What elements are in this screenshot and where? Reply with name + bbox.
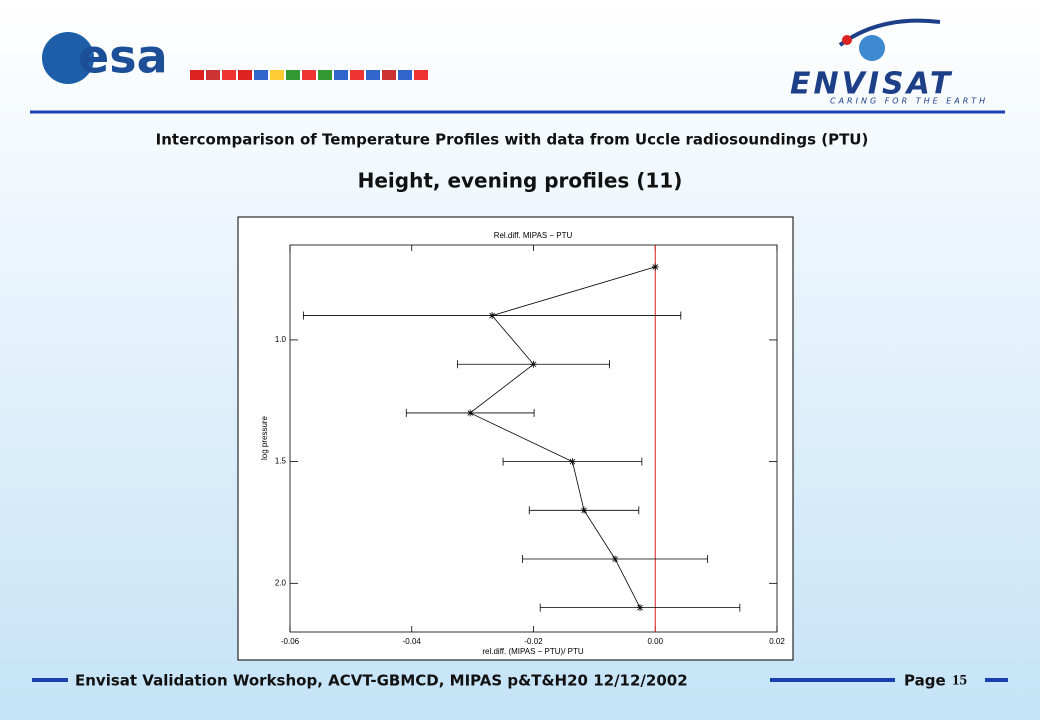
esa-logo: esa [42,30,428,84]
x-tick-label: 0.02 [769,637,785,646]
page-number: 15 [952,672,967,688]
chart-title: Rel.diff. MIPAS − PTU [494,231,573,240]
point-stroke [467,410,473,416]
logo-globe [859,35,885,61]
point [611,555,619,563]
y-axis-label: log pressure [260,415,269,460]
logo-tagline: CARING FOR THE EARTH [830,97,988,106]
point-stroke [612,556,618,562]
logo-dot [842,35,852,45]
point-stroke [581,507,587,514]
point [488,312,496,320]
point [580,506,588,514]
x-tick-label: 0.00 [647,637,663,646]
x-tick-label: -0.02 [524,637,543,646]
chart: Rel.diff. MIPAS − PTU rel.diff. (MIPAS −… [237,216,794,661]
chart-frame [237,216,794,661]
point [636,604,644,612]
point-stroke [637,604,643,611]
point [651,263,659,271]
y-tick-label: 2.0 [275,578,287,587]
flags [190,70,428,80]
x-axis-label: rel.diff. (MIPAS − PTU)/ PTU [482,647,584,656]
point [466,409,474,417]
envisat-logo: ENVISAT CARING FOR THE EARTH [790,18,988,106]
point-stroke [569,458,576,465]
logo-text: esa [78,30,168,84]
slide-subtitle: Height, evening profiles (11) [358,169,683,193]
page-label: Page [904,672,946,690]
y-tick-label: 1.0 [275,335,287,344]
point-stroke [652,264,659,270]
point-stroke [530,361,537,368]
profile-line [469,266,656,608]
logo-globe [42,32,94,84]
footer-text: Envisat Validation Workshop, ACVT-GBMCD,… [75,672,688,690]
x-tick-label: -0.06 [281,637,300,646]
y-tick-label: 1.5 [275,457,287,466]
point [530,360,537,368]
logo-text: ENVISAT [790,67,953,102]
slide-title: Intercomparison of Temperature Profiles … [156,131,869,149]
point-stroke [489,312,495,319]
x-tick-label: -0.04 [403,637,422,646]
point [568,458,576,466]
